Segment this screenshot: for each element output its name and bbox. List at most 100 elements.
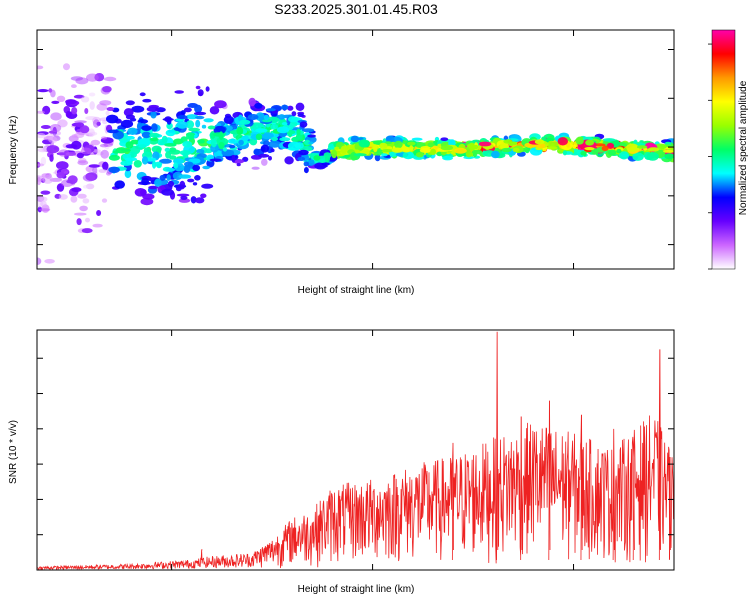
snr-ylabel: SNR (10 * v/v) — [8, 420, 19, 484]
spectrogram-cell — [165, 167, 176, 172]
spectrogram-cell — [303, 161, 309, 167]
spectrogram-cell — [331, 149, 338, 159]
spectrogram-cell — [37, 110, 45, 114]
spectrogram-cell — [297, 156, 306, 161]
spectrogram-cell — [101, 198, 108, 203]
spectrogram-cell — [534, 139, 545, 145]
spectrogram-cell — [150, 111, 157, 119]
spectrogram-cell — [411, 137, 423, 141]
spectrogram-cell — [262, 119, 272, 123]
spectrogram-cell — [193, 111, 207, 116]
spectrogram-cell — [195, 119, 201, 128]
spectrogram-cell — [37, 89, 49, 93]
spectrogram-cell — [270, 123, 278, 130]
spectrogram-cell — [548, 141, 559, 147]
spectrogram-cell — [56, 172, 65, 179]
spectrogram-cell — [268, 140, 282, 148]
spectrogram-cell — [281, 104, 289, 111]
spectrogram-cell — [71, 84, 77, 88]
spectrogram-cell — [291, 111, 297, 117]
spectrogram-cell — [210, 139, 217, 148]
spectrogram-cell — [65, 110, 72, 118]
spectrogram-cell — [48, 136, 58, 143]
spectrogram-cell — [39, 208, 51, 212]
spectrogram-cell — [601, 145, 609, 152]
spectrogram-cell — [546, 146, 558, 150]
spectrogram-cell — [92, 119, 100, 128]
spectrogram-cell — [37, 65, 44, 70]
spectrogram-cell — [213, 125, 226, 135]
spectrogram-cell — [202, 165, 211, 170]
spectrogram-cell — [102, 86, 112, 93]
spectrogram-cell — [141, 131, 151, 139]
spectrogram-cell — [141, 156, 149, 165]
spectrogram-cell — [512, 147, 520, 152]
spectrogram-cell — [288, 116, 299, 123]
spectrogram-cell — [112, 150, 120, 154]
spectrogram-cell — [177, 115, 188, 120]
spectrogram-cell — [572, 144, 577, 149]
spectrogram-cell — [70, 76, 83, 81]
spectrogram-cell — [154, 161, 163, 167]
spectrogram-cell — [134, 188, 147, 197]
spectrogram-cell — [138, 144, 147, 148]
spectrogram-cell — [195, 85, 201, 90]
spectrogram-cell — [557, 137, 568, 146]
spectrogram-cell — [463, 156, 475, 160]
spectrogram-cell — [308, 141, 314, 145]
spectrogram-cell — [58, 149, 70, 157]
spectrogram-cell — [164, 116, 172, 123]
spectrogram-cell — [185, 120, 195, 129]
spectrogram-ylabel: Frequency (Hz) — [8, 116, 19, 185]
spectrogram-cell — [44, 259, 55, 264]
spectrogram-cell — [175, 186, 182, 192]
colorbar-frame — [711, 29, 736, 270]
spectrogram-cell — [58, 194, 68, 200]
spectrogram-cell — [626, 143, 639, 152]
spectrogram-cell — [71, 107, 78, 115]
spectrogram-cell — [149, 132, 160, 138]
spectrogram-cell — [173, 162, 179, 169]
spectrogram-cell — [591, 148, 599, 155]
spectrogram-cell — [37, 148, 48, 153]
spectrogram-cell — [281, 122, 288, 126]
spectrogram-cell — [663, 149, 674, 153]
spectrogram-cell — [167, 180, 175, 187]
spectrogram-cell — [324, 154, 330, 163]
spectrogram-cell — [81, 228, 93, 234]
spectrogram-cell — [184, 161, 194, 167]
spectrogram-cell — [125, 100, 135, 106]
spectrogram-cell — [350, 135, 360, 143]
spectrogram-cell — [105, 110, 110, 116]
figure-title: S233.2025.301.01.45.R03 — [274, 1, 438, 17]
spectrogram-cell — [192, 164, 201, 172]
spectrogram-cell — [142, 98, 152, 103]
spectrogram-cell — [39, 196, 48, 202]
spectrogram-cell — [503, 139, 513, 144]
spectrogram-cell — [263, 114, 270, 121]
spectrogram-cell — [98, 168, 107, 173]
spectrogram-cell — [271, 136, 278, 142]
spectrogram-cell — [205, 86, 210, 92]
spectrogram-frame — [36, 29, 675, 270]
spectrogram-cell — [99, 100, 112, 106]
spectrogram-ticks — [37, 30, 674, 269]
spectrogram-cell — [636, 145, 648, 149]
spectrogram-cell — [646, 152, 659, 161]
spectrogram-cell — [499, 143, 510, 150]
spectrogram-cell — [76, 152, 84, 159]
spectrogram-cell — [255, 133, 263, 141]
colorbar: Normalized spectral amplitude — [708, 29, 749, 270]
spectrogram-cell — [241, 135, 249, 141]
colorbar-bar — [712, 30, 735, 269]
spectrogram-cell — [56, 161, 69, 170]
spectrogram-cell — [74, 120, 87, 124]
spectrogram-cell — [125, 114, 135, 120]
spectrogram-cell — [380, 149, 394, 153]
spectrogram-cell — [419, 148, 432, 153]
spectrogram-cell — [108, 154, 120, 161]
spectrogram-cell — [40, 125, 51, 129]
spectrogram-cell — [606, 142, 615, 149]
spectrogram-cell — [223, 115, 234, 124]
spectrogram-cell — [124, 157, 138, 162]
